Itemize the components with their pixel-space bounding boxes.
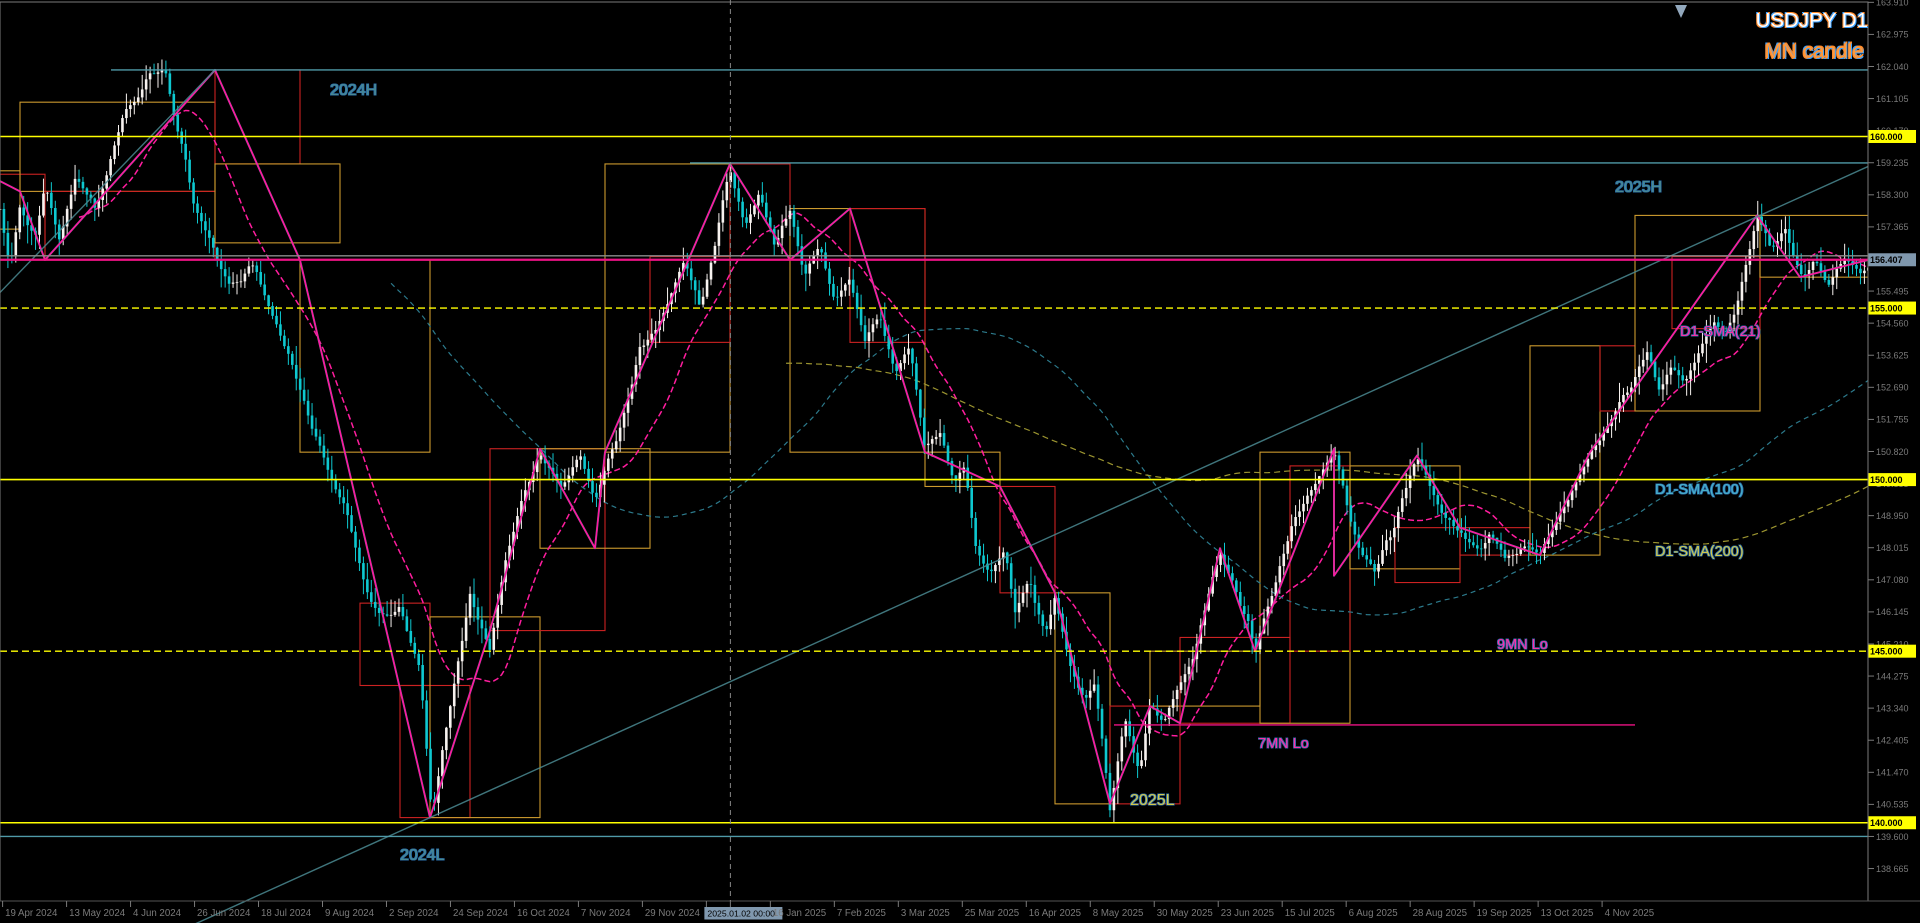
svg-text:25 Mar 2025: 25 Mar 2025 (965, 908, 1019, 919)
svg-text:2 Sep 2024: 2 Sep 2024 (389, 908, 439, 919)
svg-text:MN candle: MN candle (1765, 40, 1864, 63)
svg-text:2025L: 2025L (1130, 792, 1175, 809)
svg-text:6 Aug 2025: 6 Aug 2025 (1349, 908, 1398, 919)
svg-text:13 May 2024: 13 May 2024 (69, 908, 126, 919)
svg-text:143.340: 143.340 (1876, 703, 1909, 713)
svg-text:140.535: 140.535 (1876, 800, 1909, 810)
svg-text:163.910: 163.910 (1876, 0, 1909, 8)
svg-text:147.080: 147.080 (1876, 575, 1909, 585)
svg-text:160.000: 160.000 (1870, 132, 1903, 142)
svg-text:2024L: 2024L (400, 847, 445, 864)
svg-text:139.600: 139.600 (1876, 832, 1909, 842)
svg-text:18 Jul 2024: 18 Jul 2024 (261, 908, 312, 919)
svg-text:2024H: 2024H (330, 82, 377, 99)
svg-text:155.495: 155.495 (1876, 286, 1909, 296)
svg-text:4 Jun 2024: 4 Jun 2024 (133, 908, 182, 919)
svg-text:26 Jun 2024: 26 Jun 2024 (197, 908, 251, 919)
svg-text:148.015: 148.015 (1876, 543, 1909, 553)
svg-text:162.975: 162.975 (1876, 30, 1909, 40)
svg-text:150.820: 150.820 (1876, 447, 1909, 457)
svg-text:7 Nov 2024: 7 Nov 2024 (581, 908, 631, 919)
svg-text:2025H: 2025H (1615, 179, 1662, 196)
svg-text:154.560: 154.560 (1876, 318, 1909, 328)
svg-text:140.000: 140.000 (1870, 818, 1903, 828)
svg-text:152.690: 152.690 (1876, 383, 1909, 393)
svg-text:19 Sep 2025: 19 Sep 2025 (1477, 908, 1532, 919)
svg-text:USDJPY D1: USDJPY D1 (1756, 9, 1868, 32)
svg-text:15 Jul 2025: 15 Jul 2025 (1285, 908, 1335, 919)
svg-text:16 Apr 2025: 16 Apr 2025 (1029, 908, 1081, 919)
svg-text:150.000: 150.000 (1870, 475, 1903, 485)
svg-text:153.625: 153.625 (1876, 351, 1909, 361)
svg-text:19 Apr 2024: 19 Apr 2024 (5, 908, 58, 919)
svg-text:16 Oct 2024: 16 Oct 2024 (517, 908, 570, 919)
svg-text:146.145: 146.145 (1876, 607, 1909, 617)
svg-text:3 Mar 2025: 3 Mar 2025 (901, 908, 950, 919)
svg-text:7MN Lo: 7MN Lo (1258, 736, 1309, 752)
svg-text:7 Feb 2025: 7 Feb 2025 (837, 908, 886, 919)
svg-text:161.105: 161.105 (1876, 94, 1909, 104)
svg-text:158.300: 158.300 (1876, 190, 1909, 200)
svg-text:D1-SMA(200): D1-SMA(200) (1655, 544, 1744, 560)
svg-text:D1-SMA(21): D1-SMA(21) (1680, 324, 1761, 340)
svg-text:8 May 2025: 8 May 2025 (1093, 908, 1144, 919)
svg-text:13 Oct 2025: 13 Oct 2025 (1541, 908, 1594, 919)
svg-text:16 Jan 2025: 16 Jan 2025 (773, 908, 826, 919)
svg-text:155.000: 155.000 (1870, 303, 1903, 313)
svg-text:141.470: 141.470 (1876, 768, 1909, 778)
svg-text:24 Sep 2024: 24 Sep 2024 (453, 908, 509, 919)
svg-text:142.405: 142.405 (1876, 736, 1909, 746)
svg-text:4 Nov 2025: 4 Nov 2025 (1605, 908, 1655, 919)
svg-text:145.000: 145.000 (1870, 646, 1903, 656)
svg-text:9MN Lo: 9MN Lo (1497, 637, 1548, 653)
svg-text:148.950: 148.950 (1876, 511, 1909, 521)
svg-text:157.365: 157.365 (1876, 222, 1909, 232)
svg-text:28 Aug 2025: 28 Aug 2025 (1413, 908, 1467, 919)
svg-text:156.407: 156.407 (1870, 255, 1903, 265)
svg-text:23 Jun 2025: 23 Jun 2025 (1221, 908, 1274, 919)
svg-text:162.040: 162.040 (1876, 62, 1909, 72)
svg-text:138.665: 138.665 (1876, 864, 1909, 874)
svg-text:151.755: 151.755 (1876, 415, 1909, 425)
svg-text:30 May 2025: 30 May 2025 (1157, 908, 1213, 919)
svg-text:159.235: 159.235 (1876, 158, 1909, 168)
svg-text:2025.01.02 00:00: 2025.01.02 00:00 (707, 908, 775, 918)
svg-text:D1-SMA(100): D1-SMA(100) (1655, 482, 1744, 498)
svg-text:144.275: 144.275 (1876, 671, 1909, 681)
svg-text:9 Aug 2024: 9 Aug 2024 (325, 908, 375, 919)
svg-text:29 Nov 2024: 29 Nov 2024 (645, 908, 701, 919)
